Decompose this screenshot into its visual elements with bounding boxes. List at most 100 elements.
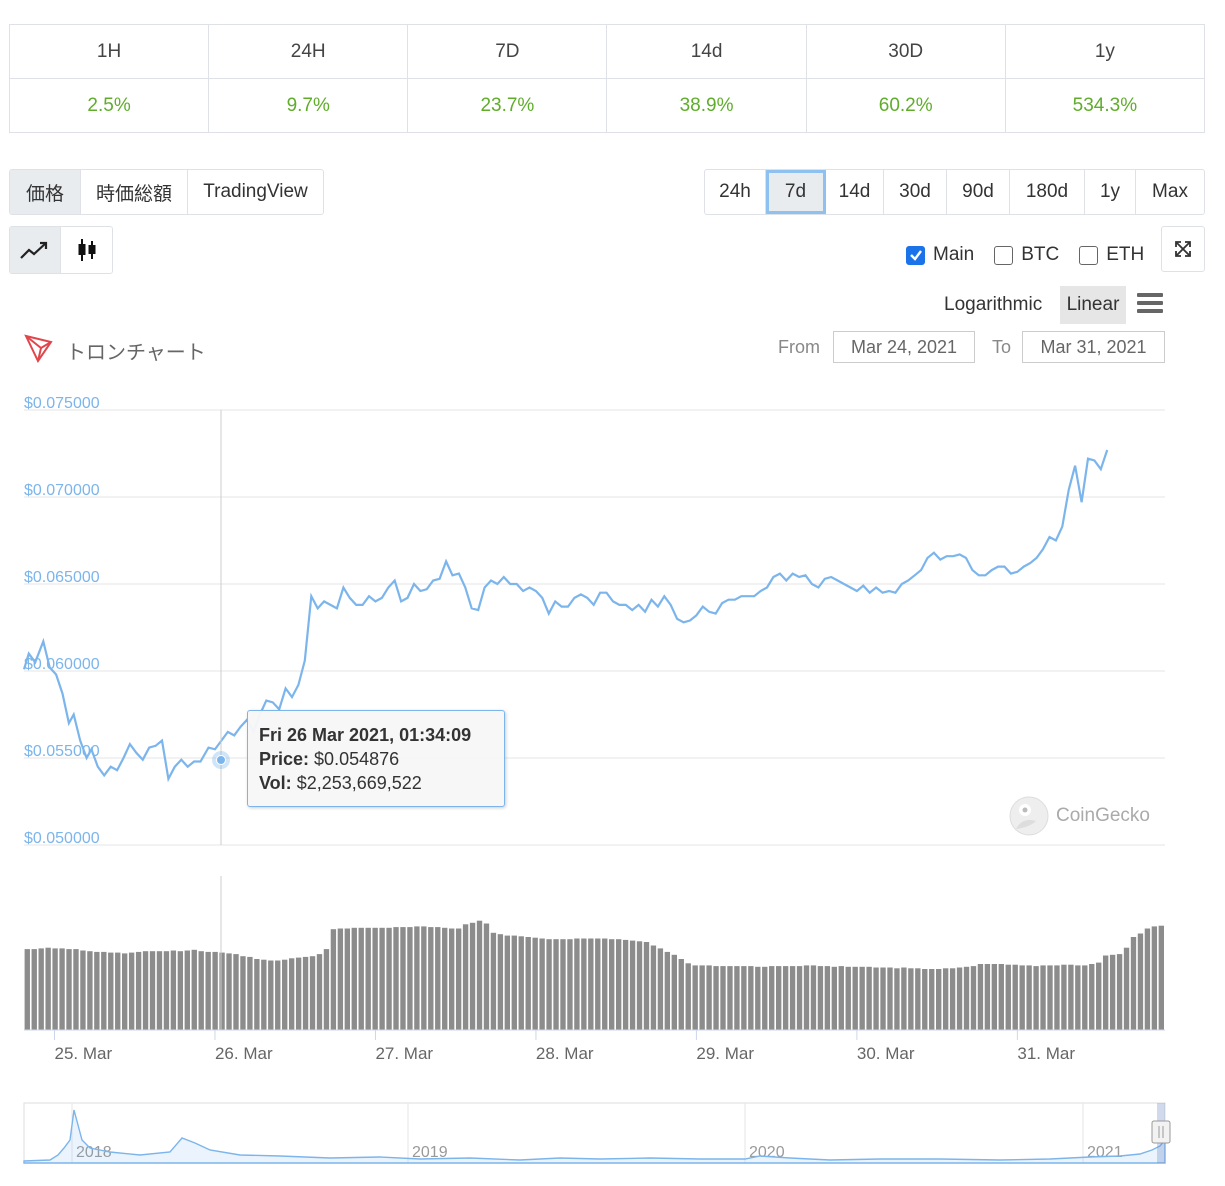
volume-bar [622, 939, 629, 1030]
logarithmic-button[interactable]: Logarithmic [944, 294, 1043, 315]
volume-bar [963, 966, 970, 1030]
volume-bar [254, 959, 260, 1030]
volume-bar [1012, 964, 1018, 1030]
period-24h-header: 24H [208, 24, 409, 79]
volume-bar [205, 951, 211, 1030]
volume-bar [629, 940, 636, 1030]
chart-tooltip: Fri 26 Mar 2021, 01:34:09 Price: $0.0548… [247, 710, 505, 807]
compare-main-label: Main [933, 244, 975, 265]
linear-button[interactable]: Linear [1060, 286, 1126, 324]
volume-bar [977, 964, 984, 1030]
range-90d-button[interactable]: 90d [947, 170, 1010, 214]
volume-bar [1123, 947, 1130, 1030]
checkbox-checked-icon[interactable] [906, 245, 925, 265]
change-1h-value: 2.5% [8, 78, 210, 133]
compare-main-checkbox[interactable]: Main [906, 244, 974, 266]
to-date-input[interactable]: Mar 31, 2021 [1022, 331, 1165, 363]
period-30d-header: 30D [805, 24, 1006, 79]
expand-icon [1175, 241, 1191, 257]
performance-table: 1H 24H 7D 14d 30D 1y 2.5% 9.7% 23.7% 38.… [8, 24, 1206, 133]
volume-bar [671, 954, 677, 1030]
volume-bar [469, 922, 476, 1030]
volume-bar [602, 938, 608, 1030]
y-tick-label: $0.075000 [24, 395, 100, 412]
volume-bar [462, 924, 469, 1030]
navigator[interactable]: 2018201920202021 [23, 1102, 1171, 1164]
range-30d-button[interactable]: 30d [884, 170, 947, 214]
x-tick-label: 29. Mar [696, 1044, 754, 1063]
volume-bar [532, 937, 538, 1030]
volume-bar [1089, 964, 1095, 1030]
tooltip-price-label: Price: [259, 749, 310, 769]
volume-bar [546, 939, 552, 1030]
volume-bar [901, 967, 907, 1030]
volume-bar [949, 968, 956, 1030]
compare-btc-label: BTC [1021, 244, 1060, 265]
from-label: From [778, 337, 820, 357]
hamburger-menu-icon[interactable] [1137, 293, 1163, 317]
volume-bar [866, 966, 872, 1030]
volume-bar [741, 966, 747, 1030]
checkbox-unchecked-icon[interactable] [1079, 245, 1099, 265]
volume-bar [581, 938, 587, 1030]
range-1y-button[interactable]: 1y [1085, 170, 1136, 214]
volume-bar [755, 966, 761, 1030]
volume-bar [428, 927, 434, 1030]
volume-bar [567, 939, 573, 1030]
hover-point [216, 755, 226, 765]
volume-bar [643, 942, 650, 1030]
volume-bar [998, 964, 1004, 1030]
line-chart-button[interactable] [10, 227, 61, 273]
tab-tradingview[interactable]: TradingView [203, 181, 308, 202]
navigator-series-line [23, 1109, 1166, 1164]
volume-bar [734, 966, 740, 1030]
volume-bar [908, 968, 914, 1030]
volume-bar [873, 967, 879, 1030]
tab-price[interactable]: 価格 [10, 170, 81, 214]
range-7d-button[interactable]: 7d [766, 170, 826, 214]
volume-bar [922, 969, 928, 1030]
navigator-year-label: 2019 [412, 1144, 448, 1161]
volume-bar [330, 929, 337, 1030]
volume-bar [727, 966, 733, 1030]
volume-bar [414, 926, 420, 1030]
y-tick-label: $0.065000 [24, 569, 100, 586]
volume-bar [560, 939, 566, 1030]
fullscreen-button[interactable] [1161, 226, 1205, 272]
volume-bar [887, 967, 893, 1030]
volume-bar [73, 949, 79, 1030]
view-tabs: 価格 時価総額 TradingView [9, 169, 324, 215]
navigator-handle[interactable] [1151, 1120, 1171, 1144]
line-chart-icon [20, 241, 48, 259]
volume-bar [337, 928, 344, 1030]
period-1y-header: 1y [1004, 24, 1206, 79]
volume-bar [302, 956, 309, 1030]
compare-checkboxes: Main BTC ETH [906, 244, 1144, 266]
y-tick-label: $0.055000 [24, 743, 100, 760]
checkbox-unchecked-icon[interactable] [994, 245, 1014, 265]
range-14d-button[interactable]: 14d [826, 170, 884, 214]
tab-market-cap[interactable]: 時価総額 [81, 170, 188, 214]
volume-bar [1130, 937, 1137, 1030]
volume-bar [609, 939, 615, 1030]
range-24h-button[interactable]: 24h [705, 170, 766, 214]
price-chart[interactable]: $0.075000 $0.070000 $0.065000 $0.060000 $0.0… [0, 380, 1225, 1186]
volume-bar [852, 966, 858, 1030]
volume-bar [1026, 965, 1032, 1030]
range-max-button[interactable]: Max [1152, 181, 1188, 202]
volume-bar [38, 948, 44, 1030]
volume-bar [942, 968, 949, 1030]
volume-bar [657, 948, 664, 1030]
from-date-input[interactable]: Mar 24, 2021 [833, 331, 975, 363]
volume-bar [588, 938, 594, 1030]
candlestick-button[interactable] [61, 227, 112, 273]
volume-bar [142, 951, 149, 1030]
volume-bar [135, 951, 142, 1030]
range-180d-button[interactable]: 180d [1010, 170, 1085, 214]
volume-bar [351, 927, 357, 1030]
compare-btc-checkbox[interactable]: BTC [994, 244, 1059, 266]
compare-eth-checkbox[interactable]: ETH [1079, 244, 1144, 266]
volume-bar [379, 927, 385, 1030]
volume-bar [525, 937, 531, 1030]
volume-bar [87, 951, 93, 1030]
